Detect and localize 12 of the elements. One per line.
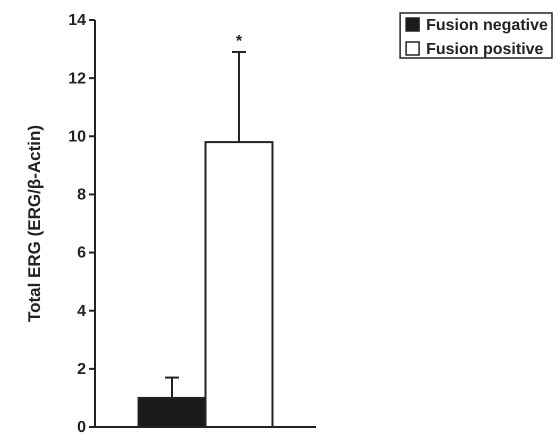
y-tick-label: 6 <box>77 244 86 262</box>
y-tick-label: 10 <box>68 128 86 146</box>
legend-label: Fusion positive <box>426 41 544 58</box>
legend-label: Fusion negative <box>426 17 548 34</box>
y-tick-label: 4 <box>77 302 86 320</box>
y-axis-title: Total ERG (ERG/β-Actin) <box>25 124 44 322</box>
annotation: * <box>236 32 243 50</box>
y-tick-label: 12 <box>68 70 86 88</box>
y-tick-label: 0 <box>77 419 86 433</box>
y-tick-label: 8 <box>77 186 86 204</box>
y-tick-label: 14 <box>68 12 86 30</box>
y-tick-label: 2 <box>77 360 86 378</box>
